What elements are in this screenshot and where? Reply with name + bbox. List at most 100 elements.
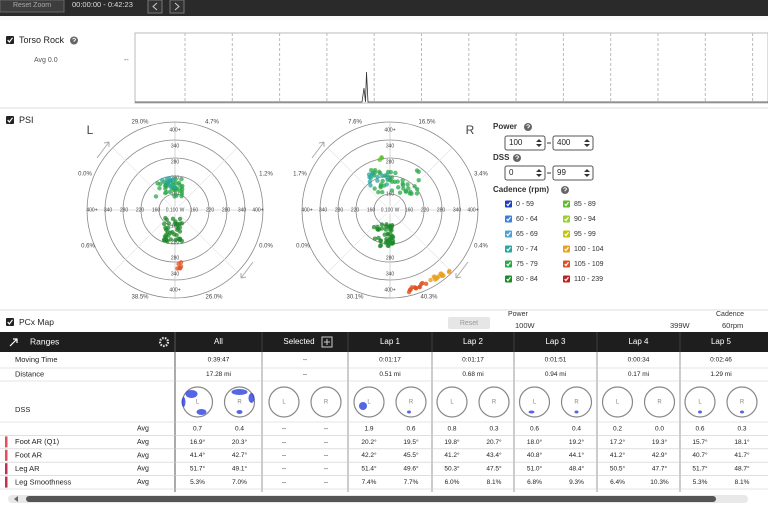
row-marker (5, 449, 8, 461)
direction-arrow (455, 261, 469, 279)
scatter-dot (379, 222, 385, 227)
cell: 0.6 (406, 425, 415, 432)
reset-button[interactable] (448, 317, 490, 329)
scatter-dot (171, 176, 176, 182)
check-mark (506, 201, 511, 207)
scatter-dot (177, 225, 183, 230)
scatter-dot (389, 188, 395, 193)
cell: 1.29 mi (710, 371, 731, 378)
spinbox[interactable] (552, 165, 594, 181)
cell: 40.8° (527, 451, 543, 459)
check-mark (506, 216, 511, 222)
ring-label: 220 (136, 207, 145, 213)
scatter-dot (414, 187, 420, 192)
settings-icon[interactable] (158, 336, 170, 348)
checkbox[interactable] (6, 36, 14, 44)
cell: 20.2° (361, 438, 377, 446)
control-label: DSS (493, 153, 510, 162)
scatter-dot (372, 186, 377, 191)
column-header: Selected (283, 337, 314, 346)
section-title: Torso Rock (19, 35, 65, 45)
spin-arrows (536, 169, 542, 177)
sector-percent: 26.0% (205, 295, 223, 301)
row-label: Distance (15, 369, 44, 378)
dss-circle (726, 386, 758, 418)
nav-arrow (152, 2, 158, 11)
spinbox[interactable] (552, 135, 594, 151)
ring-label: 220 (206, 207, 215, 213)
ring-label: 400+ (384, 127, 395, 133)
cell: 51.4° (361, 465, 377, 473)
scatter-dot (375, 178, 380, 183)
cell: -- (324, 479, 328, 486)
checkbox[interactable] (6, 318, 14, 326)
center-label-bg (380, 206, 400, 214)
nav-button[interactable] (169, 0, 185, 14)
sector-percent: 1.7% (293, 172, 307, 178)
ring-label: 160 (171, 223, 180, 229)
add-button[interactable] (321, 336, 333, 348)
spinbox[interactable] (504, 165, 546, 181)
stat-label: Avg (137, 439, 149, 446)
cell: 19.5° (403, 438, 419, 446)
checkbox[interactable] (6, 116, 14, 124)
help-icon (513, 154, 521, 162)
cell: 17.2° (610, 438, 626, 446)
dss-side: R (492, 400, 497, 406)
dss-side: R (657, 400, 662, 406)
scatter-dot (383, 227, 388, 232)
cell: 5.3% (190, 479, 205, 486)
cell: 0:00:34 (628, 357, 650, 364)
scatter-dot (380, 189, 385, 195)
cadence-legend-label: 95 - 99 (574, 231, 596, 238)
scatter-dot (177, 188, 183, 193)
scrollbar-thumb[interactable] (26, 496, 716, 502)
cell: 19.2° (569, 438, 585, 446)
torso-graph (134, 32, 768, 104)
ring-label: 340 (171, 143, 180, 149)
ring-label: 340 (453, 207, 462, 213)
help-icon (561, 186, 569, 194)
cell: 42.9° (652, 451, 668, 459)
scatter-dot (163, 183, 168, 189)
sector-percent: 30.1% (346, 295, 364, 301)
side-label: R (466, 123, 475, 137)
toolbar (0, 0, 768, 16)
scatter-dot (416, 177, 421, 183)
scatter-dot (384, 236, 389, 242)
cell: 51.0° (527, 465, 543, 473)
cell: 0.8 (447, 425, 456, 432)
scatter-dot (412, 285, 417, 290)
scatter-dot (380, 178, 385, 184)
dss-blob (236, 410, 243, 414)
column-header: Lap 4 (628, 337, 649, 346)
cell: -- (282, 479, 286, 486)
dss-circle (310, 386, 342, 418)
cell: 19.8° (444, 438, 460, 446)
time-range: 00:00:00 - 0:42:23 (72, 0, 133, 9)
nav-button[interactable] (147, 0, 163, 14)
scatter-dot (177, 221, 183, 226)
cell: 18.1° (734, 438, 750, 446)
scatter-dot (389, 179, 395, 184)
scatter-dot (368, 167, 374, 173)
scatter-dot (161, 221, 167, 227)
spinbox[interactable] (504, 135, 546, 151)
cell: 0.2 (613, 425, 622, 432)
reset-zoom-button[interactable] (0, 0, 65, 13)
scatter-dot (409, 191, 414, 196)
column-header: Lap 3 (545, 337, 566, 346)
dss-side: L (367, 400, 371, 406)
dss-circle (518, 386, 551, 418)
control-label: Power (493, 122, 517, 131)
ring-label: 340 (319, 207, 328, 213)
dss-blob (181, 397, 186, 407)
sector-percent: 16.5% (418, 120, 436, 126)
cell: 5.3% (693, 479, 708, 486)
scatter-dot (414, 191, 420, 196)
scatter-dot (168, 237, 173, 242)
cell: 20.7° (486, 438, 502, 446)
cell: 0:01:51 (545, 357, 567, 364)
cadence-legend-label: 100 - 104 (574, 246, 604, 253)
dss-circle (268, 386, 300, 418)
